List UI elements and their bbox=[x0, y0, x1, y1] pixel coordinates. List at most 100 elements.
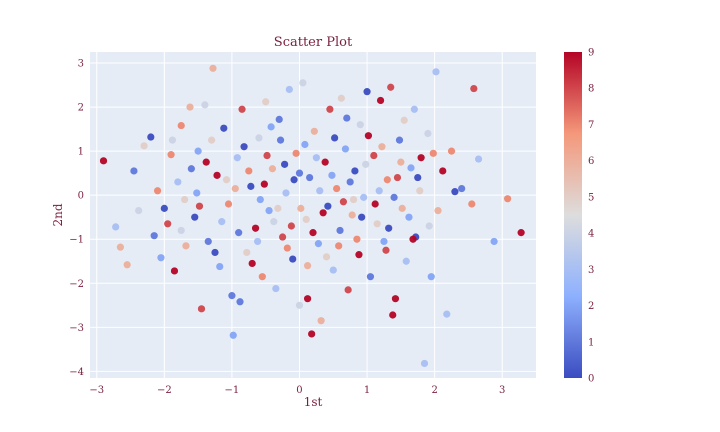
data-point bbox=[292, 149, 300, 157]
data-point bbox=[355, 251, 363, 259]
data-point bbox=[302, 215, 310, 224]
data-point bbox=[272, 284, 280, 293]
data-point bbox=[191, 213, 199, 221]
data-point bbox=[278, 233, 287, 241]
data-point bbox=[295, 301, 304, 309]
data-point bbox=[443, 310, 451, 318]
data-point bbox=[346, 178, 354, 186]
data-point bbox=[373, 220, 381, 228]
data-point bbox=[397, 158, 405, 166]
data-point bbox=[393, 173, 402, 182]
colorbar-tick-label: 0 bbox=[588, 374, 594, 385]
data-point bbox=[168, 136, 177, 144]
data-point bbox=[303, 262, 312, 270]
data-point bbox=[194, 147, 202, 155]
data-point bbox=[349, 195, 358, 204]
x-tick-label: 0 bbox=[296, 385, 302, 396]
data-point bbox=[290, 176, 298, 184]
colorbar-tick-label: 5 bbox=[588, 192, 594, 203]
data-point bbox=[287, 222, 295, 230]
data-point bbox=[245, 167, 253, 175]
x-tick-label: −3 bbox=[89, 385, 104, 396]
data-point bbox=[468, 200, 476, 208]
data-point bbox=[390, 193, 398, 201]
colorbar-tick-label: 9 bbox=[588, 48, 594, 59]
data-point bbox=[160, 204, 168, 212]
data-point bbox=[336, 226, 344, 235]
colorbar-tick-label: 3 bbox=[588, 265, 594, 276]
data-point bbox=[150, 232, 158, 240]
data-point bbox=[410, 105, 418, 113]
data-point bbox=[329, 266, 337, 274]
data-point bbox=[295, 169, 304, 177]
data-point bbox=[447, 147, 456, 155]
colorbar bbox=[564, 52, 582, 378]
data-point bbox=[229, 331, 237, 339]
colorbar-tick-label: 2 bbox=[588, 301, 594, 312]
x-tick-label: −1 bbox=[225, 385, 240, 396]
colorbar-tick-label: 8 bbox=[588, 84, 594, 95]
data-point bbox=[283, 244, 291, 252]
data-point bbox=[425, 222, 433, 230]
y-tick-label: −3 bbox=[69, 323, 84, 334]
data-point bbox=[474, 155, 483, 163]
data-point bbox=[414, 173, 422, 182]
data-point bbox=[314, 240, 323, 248]
data-point bbox=[427, 273, 435, 281]
data-point bbox=[177, 121, 185, 130]
data-point bbox=[395, 136, 404, 144]
plot-background bbox=[90, 52, 536, 378]
data-point bbox=[434, 206, 442, 215]
data-point bbox=[209, 64, 217, 72]
data-point bbox=[385, 224, 393, 232]
colorbar-tick-label: 1 bbox=[588, 337, 594, 348]
data-point bbox=[383, 176, 391, 184]
data-point bbox=[348, 211, 356, 219]
data-point bbox=[157, 254, 165, 262]
data-point bbox=[260, 180, 268, 188]
data-point bbox=[375, 187, 383, 195]
data-point bbox=[233, 154, 241, 162]
data-point bbox=[299, 79, 307, 87]
data-point bbox=[387, 83, 395, 91]
data-point bbox=[409, 235, 417, 243]
data-point bbox=[343, 114, 351, 122]
data-point bbox=[344, 286, 352, 294]
data-point bbox=[253, 237, 262, 246]
colorbar-tick-label: 7 bbox=[588, 120, 594, 131]
data-point bbox=[258, 273, 266, 281]
y-tick-label: 3 bbox=[78, 59, 84, 70]
data-point bbox=[167, 151, 175, 159]
data-point bbox=[281, 160, 289, 168]
data-point bbox=[195, 202, 204, 210]
data-point bbox=[174, 178, 182, 186]
data-point bbox=[333, 184, 341, 193]
data-point bbox=[308, 330, 316, 338]
data-point bbox=[429, 149, 437, 157]
data-point bbox=[218, 218, 226, 226]
data-point bbox=[306, 173, 314, 182]
colorbar-tick-label: 4 bbox=[588, 229, 594, 240]
data-point bbox=[164, 220, 172, 228]
data-point bbox=[432, 68, 440, 76]
data-point bbox=[282, 189, 290, 197]
data-point bbox=[182, 242, 190, 250]
data-point bbox=[322, 253, 331, 261]
data-point bbox=[380, 237, 388, 246]
data-point bbox=[364, 132, 373, 140]
data-point bbox=[248, 259, 256, 268]
data-point bbox=[337, 94, 345, 102]
colorbar-tick-labels: 0 1 2 3 4 5 6 7 8 9 bbox=[588, 48, 594, 385]
y-tick-label: 2 bbox=[78, 103, 84, 114]
data-point bbox=[424, 129, 432, 138]
x-axis-title: 1st bbox=[304, 395, 323, 409]
data-point bbox=[170, 267, 179, 275]
data-point bbox=[353, 235, 361, 243]
data-point bbox=[289, 255, 297, 263]
data-point bbox=[382, 246, 390, 254]
data-point bbox=[366, 273, 375, 281]
x-tick-label: 1 bbox=[364, 385, 370, 396]
x-tick-label: −2 bbox=[157, 385, 172, 396]
data-point bbox=[240, 143, 248, 151]
data-point bbox=[400, 116, 408, 124]
